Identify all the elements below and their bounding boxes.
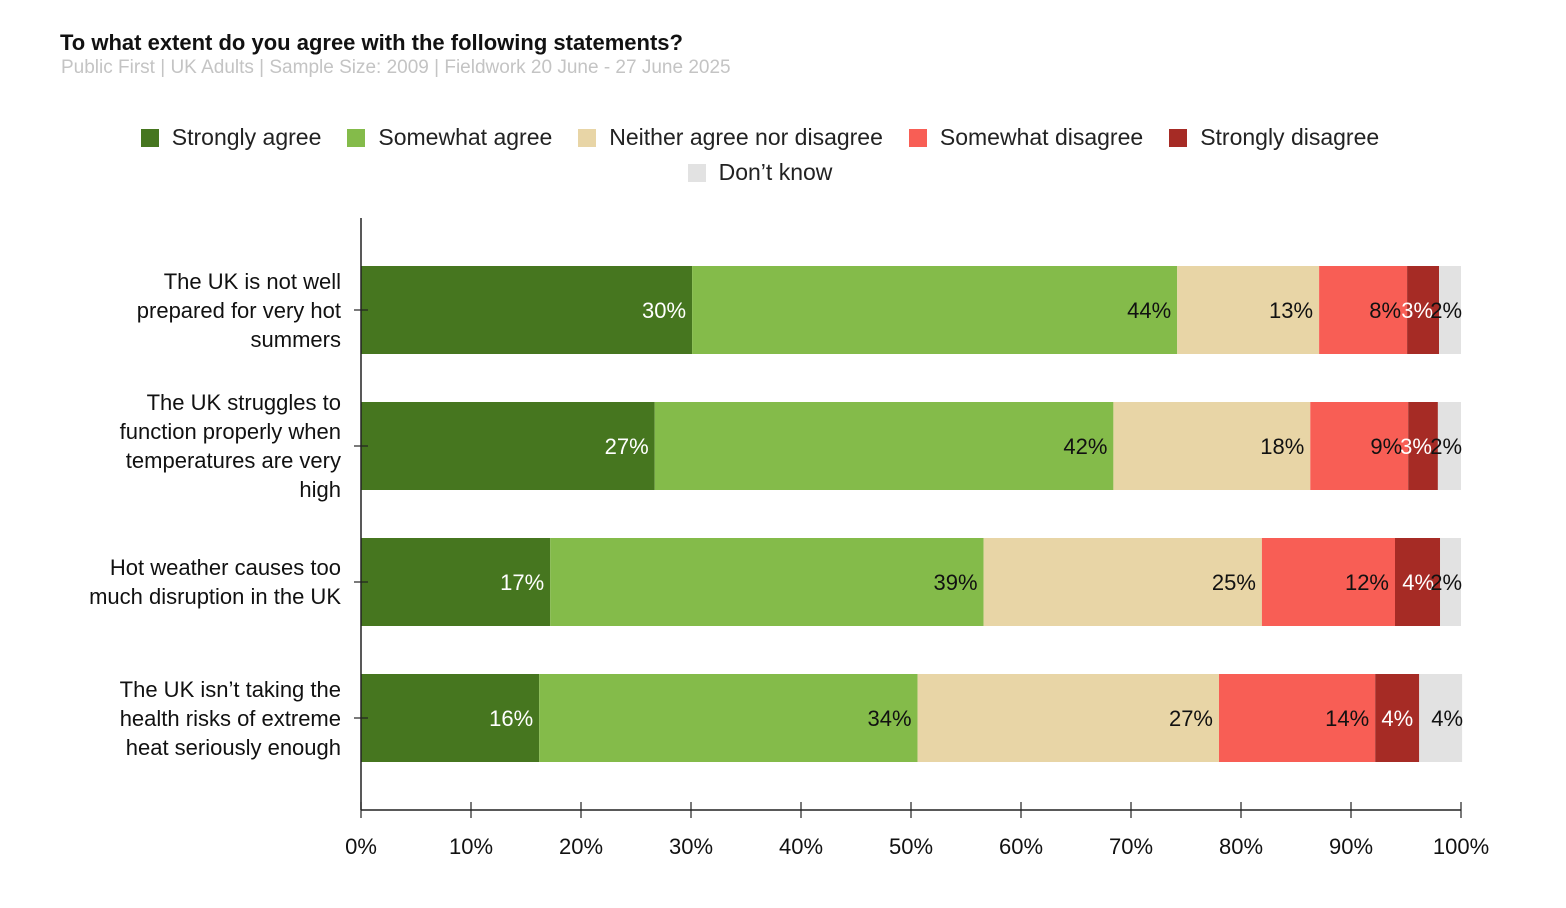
bar-segment [1439, 266, 1461, 354]
legend-item: Somewhat agree [347, 124, 552, 151]
data-label: 4% [1431, 706, 1463, 731]
data-label: 18% [1260, 434, 1304, 459]
bar-segment [1440, 538, 1461, 626]
x-tick-label: 40% [779, 834, 823, 859]
x-tick-label: 20% [559, 834, 603, 859]
legend-label: Somewhat agree [378, 124, 553, 150]
bar-segment [1395, 538, 1441, 626]
legend-item: Strongly agree [140, 124, 322, 151]
legend-item: Strongly disagree [1169, 124, 1379, 151]
legend-swatch [347, 128, 366, 147]
bar-segment [692, 266, 1178, 354]
data-label: 2% [1430, 570, 1462, 595]
legend-label: Don’t know [718, 159, 833, 185]
x-tick-label: 50% [889, 834, 933, 859]
legend-swatch [687, 163, 706, 182]
data-label: 13% [1269, 298, 1313, 323]
legend-item: Neither agree nor disagree [578, 124, 883, 151]
legend-label: Neither agree nor disagree [609, 124, 883, 150]
bar-segment [983, 538, 1262, 626]
x-tick-label: 0% [345, 834, 377, 859]
data-label: 4% [1381, 706, 1413, 731]
legend-item: Don’t know [687, 159, 833, 186]
bar-segment [1261, 538, 1395, 626]
bar-segment [361, 402, 655, 490]
category-label: The UK struggles to function properly whe… [119, 390, 341, 502]
legend-swatch [578, 128, 597, 147]
data-label: 27% [605, 434, 649, 459]
bar-segment [1310, 402, 1409, 490]
bar-segment [1219, 674, 1376, 762]
data-label: 34% [868, 706, 912, 731]
bar-segment [539, 674, 918, 762]
bar-segment [1419, 674, 1463, 762]
bar-segment [361, 674, 540, 762]
bar-segment [1375, 674, 1420, 762]
data-label: 14% [1325, 706, 1369, 731]
data-label: 9% [1370, 434, 1402, 459]
data-label: 39% [934, 570, 978, 595]
legend-swatch [908, 128, 927, 147]
bar-segment [1113, 402, 1311, 490]
data-label: 2% [1430, 434, 1462, 459]
x-tick-label: 70% [1109, 834, 1153, 859]
legend-label: Strongly disagree [1200, 124, 1380, 150]
data-label: 3% [1400, 434, 1432, 459]
data-label: 17% [500, 570, 544, 595]
legend-swatch [1169, 128, 1188, 147]
bar-segment [654, 402, 1114, 490]
bar-segment [1407, 266, 1439, 354]
bar-segment [361, 266, 693, 354]
x-tick-label: 60% [999, 834, 1043, 859]
legend-label: Strongly agree [171, 124, 322, 150]
bar-segment [1319, 266, 1408, 354]
x-tick-label: 10% [449, 834, 493, 859]
data-label: 4% [1402, 570, 1434, 595]
category-label: The UK isn’t taking the health risks of e… [119, 676, 341, 760]
chart-subtitle: Public First | UK Adults | Sample Size: … [61, 57, 731, 78]
legend: Strongly agree Somewhat agree Neither agre… [0, 124, 1520, 151]
data-label: 30% [642, 298, 686, 323]
legend-item: Somewhat disagree [908, 124, 1144, 151]
bar-segment [1437, 402, 1461, 490]
data-label: 44% [1127, 298, 1171, 323]
chart-title: To what extent do you agree with the fol… [60, 30, 683, 55]
data-label: 42% [1063, 434, 1107, 459]
data-label: 3% [1401, 298, 1433, 323]
x-tick-label: 80% [1219, 834, 1263, 859]
bar-segment [1177, 266, 1320, 354]
data-label: 16% [489, 706, 533, 731]
legend-swatch [140, 128, 159, 147]
category-label: Hot weather causes too much disruption in… [89, 555, 341, 609]
bar-segment [361, 538, 551, 626]
data-label: 12% [1345, 570, 1389, 595]
x-tick-label: 30% [669, 834, 713, 859]
data-label: 25% [1212, 570, 1256, 595]
bar-segment [550, 538, 984, 626]
x-tick-label: 90% [1329, 834, 1373, 859]
data-label: 8% [1369, 298, 1401, 323]
data-label: 27% [1169, 706, 1213, 731]
bar-segment [917, 674, 1219, 762]
x-tick-label: 100% [1433, 834, 1489, 859]
legend-label: Somewhat disagree [939, 124, 1144, 150]
bar-segment [1408, 402, 1438, 490]
data-label: 2% [1430, 298, 1462, 323]
category-label: The UK is not well prepared for very hot s… [136, 268, 341, 352]
legend-row-2: Don’t know [0, 159, 1520, 186]
